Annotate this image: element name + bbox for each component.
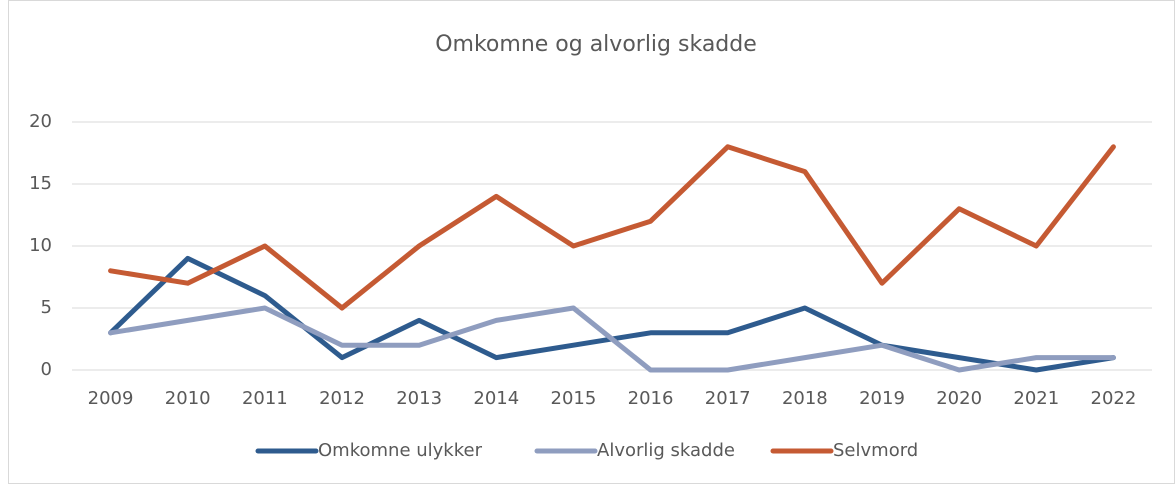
- x-tick-label: 2022: [1091, 388, 1137, 409]
- y-tick-label: 20: [29, 111, 52, 132]
- chart-title: Omkomne og alvorlig skadde: [435, 32, 757, 57]
- x-tick-label: 2017: [705, 388, 751, 409]
- legend-label: Selvmord: [833, 440, 918, 461]
- y-tick-label: 0: [41, 359, 52, 380]
- x-tick-label: 2012: [319, 388, 365, 409]
- x-tick-label: 2013: [396, 388, 442, 409]
- x-tick-label: 2011: [242, 388, 288, 409]
- y-tick-label: 10: [29, 235, 52, 256]
- x-tick-label: 2021: [1013, 388, 1059, 409]
- series-line: [108, 305, 1116, 373]
- x-tick-label: 2016: [628, 388, 674, 409]
- y-tick-label: 15: [29, 173, 52, 194]
- y-tick-label: 5: [41, 297, 52, 318]
- x-tick-label: 2019: [859, 388, 905, 409]
- x-tick-label: 2018: [782, 388, 828, 409]
- legend-label: Alvorlig skadde: [597, 440, 735, 461]
- legend-label: Omkomne ulykker: [318, 440, 483, 461]
- x-tick-label: 2014: [473, 388, 519, 409]
- x-tick-label: 2015: [551, 388, 597, 409]
- x-tick-label: 2020: [936, 388, 982, 409]
- x-tick-label: 2009: [88, 388, 134, 409]
- x-tick-label: 2010: [165, 388, 211, 409]
- series-line: [108, 144, 1116, 311]
